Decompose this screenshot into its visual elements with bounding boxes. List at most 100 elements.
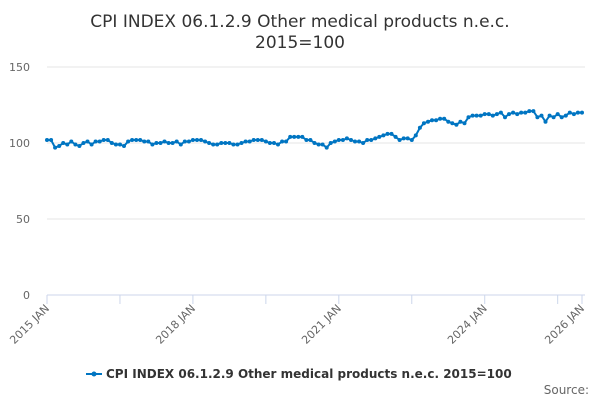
data-point[interactable] bbox=[503, 115, 507, 120]
data-point[interactable] bbox=[434, 118, 439, 123]
data-point[interactable] bbox=[101, 138, 106, 142]
data-point[interactable] bbox=[551, 115, 556, 120]
data-point[interactable] bbox=[365, 138, 370, 142]
data-point[interactable] bbox=[377, 134, 382, 139]
data-point[interactable] bbox=[361, 141, 366, 145]
data-point[interactable] bbox=[227, 141, 232, 145]
data-point[interactable] bbox=[324, 145, 329, 150]
data-point[interactable] bbox=[211, 142, 216, 147]
data-point[interactable] bbox=[409, 138, 414, 142]
data-point[interactable] bbox=[300, 134, 305, 139]
data-point[interactable] bbox=[239, 141, 244, 145]
data-point[interactable] bbox=[259, 138, 264, 142]
data-point[interactable] bbox=[178, 142, 183, 147]
data-point[interactable] bbox=[69, 139, 74, 144]
data-point[interactable] bbox=[45, 138, 49, 142]
data-point[interactable] bbox=[531, 109, 536, 114]
data-point[interactable] bbox=[89, 142, 94, 147]
data-point[interactable] bbox=[308, 138, 313, 142]
data-point[interactable] bbox=[118, 142, 122, 147]
data-point[interactable] bbox=[243, 139, 248, 144]
data-point[interactable] bbox=[507, 112, 511, 117]
data-point[interactable] bbox=[81, 141, 86, 145]
data-point[interactable] bbox=[61, 141, 66, 145]
data-point[interactable] bbox=[174, 139, 179, 144]
data-point[interactable] bbox=[446, 119, 451, 124]
data-point[interactable] bbox=[349, 138, 353, 142]
data-point[interactable] bbox=[442, 116, 447, 121]
data-point[interactable] bbox=[272, 141, 276, 145]
data-point[interactable] bbox=[154, 141, 159, 145]
data-point[interactable] bbox=[340, 138, 345, 142]
data-point[interactable] bbox=[73, 142, 78, 147]
data-point[interactable] bbox=[336, 138, 341, 142]
data-point[interactable] bbox=[296, 134, 301, 139]
data-point[interactable] bbox=[207, 141, 212, 145]
data-point[interactable] bbox=[150, 142, 155, 147]
data-point[interactable] bbox=[231, 142, 236, 147]
data-point[interactable] bbox=[122, 144, 126, 148]
data-point[interactable] bbox=[93, 139, 98, 144]
data-point[interactable] bbox=[462, 121, 467, 126]
data-point[interactable] bbox=[199, 138, 203, 142]
data-point[interactable] bbox=[421, 121, 426, 126]
data-point[interactable] bbox=[312, 141, 317, 145]
legend[interactable]: CPI INDEX 06.1.2.9 Other medical product… bbox=[86, 367, 512, 381]
data-point[interactable] bbox=[113, 142, 118, 147]
data-point[interactable] bbox=[267, 141, 272, 145]
data-point[interactable] bbox=[511, 110, 516, 115]
data-point[interactable] bbox=[105, 138, 110, 142]
data-point[interactable] bbox=[393, 134, 398, 139]
data-point[interactable] bbox=[251, 138, 256, 142]
data-point[interactable] bbox=[255, 138, 260, 142]
data-point[interactable] bbox=[470, 113, 475, 118]
data-point[interactable] bbox=[385, 131, 390, 136]
data-point[interactable] bbox=[519, 110, 524, 115]
data-point[interactable] bbox=[555, 112, 560, 117]
data-point[interactable] bbox=[53, 145, 58, 150]
data-point[interactable] bbox=[543, 119, 548, 124]
data-point[interactable] bbox=[486, 112, 491, 117]
data-point[interactable] bbox=[247, 139, 252, 144]
data-point[interactable] bbox=[438, 116, 443, 121]
data-point[interactable] bbox=[430, 118, 434, 123]
data-point[interactable] bbox=[280, 139, 285, 144]
data-point[interactable] bbox=[535, 115, 540, 120]
data-point[interactable] bbox=[413, 133, 418, 138]
data-point[interactable] bbox=[494, 112, 499, 117]
data-point[interactable] bbox=[547, 113, 552, 118]
data-point[interactable] bbox=[454, 122, 459, 127]
data-point[interactable] bbox=[559, 115, 564, 120]
data-point[interactable] bbox=[190, 138, 195, 142]
data-point[interactable] bbox=[450, 121, 455, 126]
data-point[interactable] bbox=[162, 139, 167, 144]
data-point[interactable] bbox=[405, 136, 410, 141]
data-point[interactable] bbox=[563, 113, 568, 118]
data-point[interactable] bbox=[381, 133, 386, 138]
data-point[interactable] bbox=[369, 138, 374, 142]
data-point[interactable] bbox=[344, 136, 349, 141]
data-point[interactable] bbox=[85, 139, 90, 144]
data-point[interactable] bbox=[146, 139, 151, 144]
data-point[interactable] bbox=[373, 136, 378, 141]
data-point[interactable] bbox=[126, 139, 131, 144]
data-point[interactable] bbox=[77, 144, 82, 148]
data-point[interactable] bbox=[166, 141, 171, 145]
data-point[interactable] bbox=[263, 139, 268, 144]
data-point[interactable] bbox=[328, 141, 333, 145]
data-point[interactable] bbox=[515, 112, 520, 117]
data-point[interactable] bbox=[138, 138, 143, 142]
data-point[interactable] bbox=[397, 138, 402, 142]
data-point[interactable] bbox=[575, 110, 580, 115]
data-point[interactable] bbox=[304, 138, 309, 142]
data-point[interactable] bbox=[401, 136, 406, 141]
data-point[interactable] bbox=[320, 142, 325, 147]
data-point[interactable] bbox=[389, 131, 394, 136]
data-point[interactable] bbox=[580, 110, 584, 115]
data-point[interactable] bbox=[223, 141, 228, 145]
data-point[interactable] bbox=[49, 138, 54, 142]
data-point[interactable] bbox=[426, 119, 430, 124]
data-point[interactable] bbox=[292, 134, 297, 139]
data-point[interactable] bbox=[567, 110, 572, 115]
data-point[interactable] bbox=[498, 110, 503, 115]
